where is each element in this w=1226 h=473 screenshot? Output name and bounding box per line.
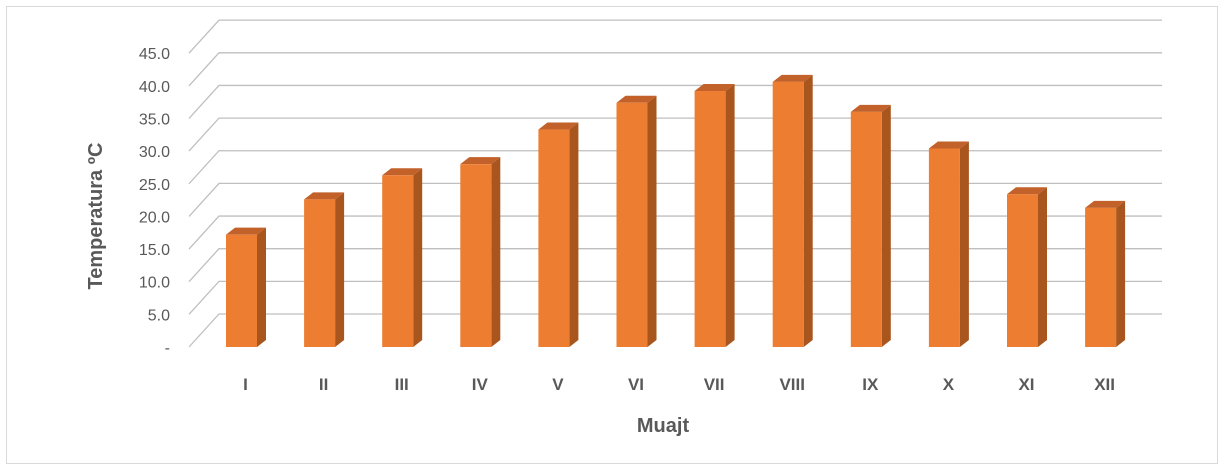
bar-front <box>1007 194 1038 347</box>
bar <box>772 74 813 347</box>
x-tick-label: I <box>243 375 248 394</box>
gridline <box>188 248 1162 283</box>
bar <box>460 157 501 347</box>
bar-top <box>1007 187 1047 195</box>
gridline <box>188 52 1162 87</box>
y-tick-label: 20.0 <box>139 209 170 226</box>
x-tick-label: VI <box>628 375 644 394</box>
x-tick-label: IX <box>862 375 879 394</box>
bar <box>616 95 657 347</box>
y-tick-label: 10.0 <box>139 275 170 292</box>
bar <box>226 227 266 347</box>
gridline <box>188 280 1162 315</box>
y-axis-ticks: - 5.0 10.0 15.0 20.0 25.0 30.0 35.0 40.0 45.0 <box>139 46 170 357</box>
bar-top <box>226 227 266 235</box>
x-tick-label: VII <box>704 375 725 394</box>
y-tick-label: 15.0 <box>139 242 170 259</box>
bar-top <box>928 141 969 149</box>
bar <box>928 141 969 347</box>
bar <box>382 168 423 347</box>
bar-front <box>616 102 648 347</box>
bar-front <box>304 199 336 347</box>
bar-top <box>382 168 423 176</box>
bar-side <box>959 141 969 347</box>
x-tick-label: II <box>319 375 328 394</box>
gridline <box>188 84 1162 119</box>
y-tick-label: - <box>165 340 170 357</box>
gridline <box>188 150 1162 185</box>
bar-top <box>772 74 813 82</box>
bar-side <box>569 122 579 348</box>
gridline <box>188 19 1162 54</box>
bar-side <box>803 74 813 347</box>
bar-front <box>772 81 804 347</box>
y-tick-label: 40.0 <box>139 79 170 96</box>
bar-front <box>1085 207 1117 347</box>
bar-side <box>725 84 735 348</box>
bar <box>850 104 891 347</box>
gridline <box>188 215 1162 250</box>
bar-top <box>1085 200 1126 208</box>
bar-front <box>460 164 492 347</box>
bar <box>538 122 579 348</box>
bar-front <box>226 234 257 347</box>
bar-side <box>881 104 891 347</box>
x-tick-label: V <box>552 375 564 394</box>
y-tick-label: 25.0 <box>139 177 170 194</box>
bar-front <box>850 111 882 347</box>
bar-side <box>257 227 266 347</box>
y-tick-label: 5.0 <box>148 307 170 324</box>
gridline <box>188 117 1162 152</box>
bar-top <box>460 157 501 165</box>
bar-top <box>616 95 657 103</box>
bar <box>1085 200 1126 347</box>
x-tick-label: III <box>395 375 409 394</box>
bar <box>694 84 735 348</box>
bar-front <box>382 175 414 347</box>
bars <box>226 74 1126 348</box>
bar-front <box>694 91 726 347</box>
bar-side <box>1038 187 1047 347</box>
x-tick-label: XII <box>1094 375 1115 394</box>
x-tick-label: VIII <box>779 375 805 394</box>
x-tick-label: X <box>943 375 955 394</box>
bar-top <box>694 84 735 92</box>
gridline <box>188 182 1162 217</box>
bar-side <box>413 168 423 347</box>
x-tick-label: IV <box>472 375 489 394</box>
bar <box>1007 187 1047 347</box>
bar-side <box>647 95 657 347</box>
gridlines <box>188 19 1162 348</box>
bar <box>304 192 345 347</box>
bar-top <box>538 122 579 130</box>
bar-side <box>491 157 501 347</box>
y-tick-label: 45.0 <box>139 46 170 63</box>
bar-top <box>304 192 345 200</box>
y-tick-label: 35.0 <box>139 111 170 128</box>
bar-side <box>1116 200 1126 347</box>
bar-front <box>928 148 960 347</box>
bar-top <box>850 104 891 112</box>
x-axis-ticks: I II III IV V VI VII VIII IX X XI XII <box>243 375 1115 394</box>
bar-front <box>538 129 570 347</box>
bar-side <box>335 192 345 347</box>
y-tick-label: 30.0 <box>139 144 170 161</box>
x-tick-label: XI <box>1018 375 1034 394</box>
x-axis-title: Muajt <box>637 415 690 437</box>
gridline <box>188 313 1162 348</box>
y-axis-title: Temperatura ºC <box>85 143 107 290</box>
